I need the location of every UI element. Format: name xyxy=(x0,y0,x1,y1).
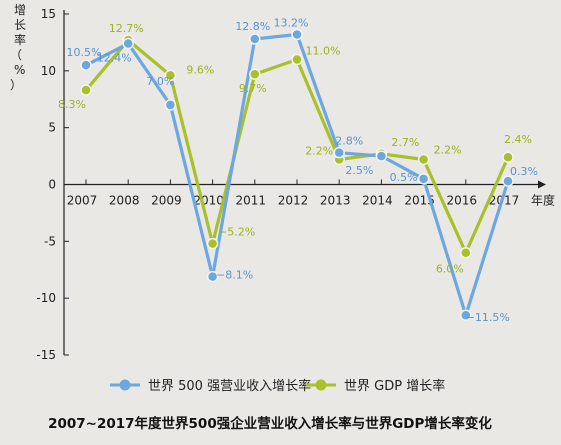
data-point xyxy=(503,152,513,162)
data-point xyxy=(461,248,471,258)
x-axis-arrow xyxy=(538,181,546,189)
data-point xyxy=(250,34,260,44)
data-label: 13.2% xyxy=(274,16,309,29)
data-label: 2.8% xyxy=(335,135,363,148)
x-tick-label: 2009 xyxy=(151,194,182,208)
data-label: 2.7% xyxy=(391,136,419,149)
series-points xyxy=(81,29,513,320)
legend-swatch-marker xyxy=(316,380,327,391)
data-label: 9.6% xyxy=(186,63,214,76)
data-label: −11.5% xyxy=(466,311,510,324)
x-tick-label: 2012 xyxy=(278,194,309,208)
data-label: 2.5% xyxy=(345,164,373,177)
data-point xyxy=(292,54,302,64)
data-label: 8.3% xyxy=(58,98,86,111)
data-label: 0.5% xyxy=(390,171,418,184)
x-tick-label: 2011 xyxy=(236,194,267,208)
data-point xyxy=(208,239,218,249)
x-tick-label: 2014 xyxy=(362,194,393,208)
data-label: 2.2% xyxy=(434,143,462,156)
data-label: 2.4% xyxy=(504,133,532,146)
data-point xyxy=(81,60,91,70)
data-point xyxy=(376,151,386,161)
x-tick-label: 2007 xyxy=(67,194,98,208)
data-point xyxy=(81,85,91,95)
y-tick-label: 0 xyxy=(48,178,56,192)
y-axis-title: 增长率（%） xyxy=(10,3,26,92)
data-label: −5.2% xyxy=(218,226,255,239)
data-label: 9.7% xyxy=(239,82,267,95)
data-label: 11.0% xyxy=(306,44,341,57)
data-point xyxy=(165,100,175,110)
y-tick-label: 10 xyxy=(41,64,56,78)
data-point xyxy=(334,148,344,158)
x-tick-label: 2013 xyxy=(320,194,351,208)
y-tick-label: 5 xyxy=(48,121,56,135)
legend-swatch-marker xyxy=(120,380,131,391)
data-point xyxy=(419,154,429,164)
y-tick-label: 15 xyxy=(41,7,56,21)
legend-label: 世界 GDP 增长率 xyxy=(344,378,445,394)
data-label: 12.4% xyxy=(97,52,132,65)
data-point xyxy=(292,29,302,39)
x-tick-label: 2008 xyxy=(109,194,140,208)
legend-label: 世界 500 强营业收入增长率 xyxy=(148,378,311,394)
data-label: 7.0% xyxy=(146,75,174,88)
chart-title: 2007~2017年度世界500强企业营业收入增长率与世界GDP增长率变化 xyxy=(48,415,492,432)
data-label: 12.8% xyxy=(235,20,270,33)
data-label: 2.2% xyxy=(305,144,333,157)
x-tick-label: 2016 xyxy=(447,194,478,208)
data-point xyxy=(250,69,260,79)
x-axis-title: 年度 xyxy=(531,193,555,208)
x-tick-label: 2010 xyxy=(193,194,224,208)
y-tick-label: -10 xyxy=(36,291,56,305)
data-label: 6.0% xyxy=(436,263,464,276)
data-label: 0.3% xyxy=(510,165,538,178)
data-label: −8.1% xyxy=(216,269,253,282)
y-tick-label: -5 xyxy=(44,234,56,248)
y-tick-label: -15 xyxy=(36,348,56,362)
legend: 世界 500 强营业收入增长率 世界 GDP 增长率 xyxy=(110,378,445,394)
data-label: 12.7% xyxy=(109,22,144,35)
data-point xyxy=(123,39,133,49)
data-point xyxy=(419,174,429,184)
